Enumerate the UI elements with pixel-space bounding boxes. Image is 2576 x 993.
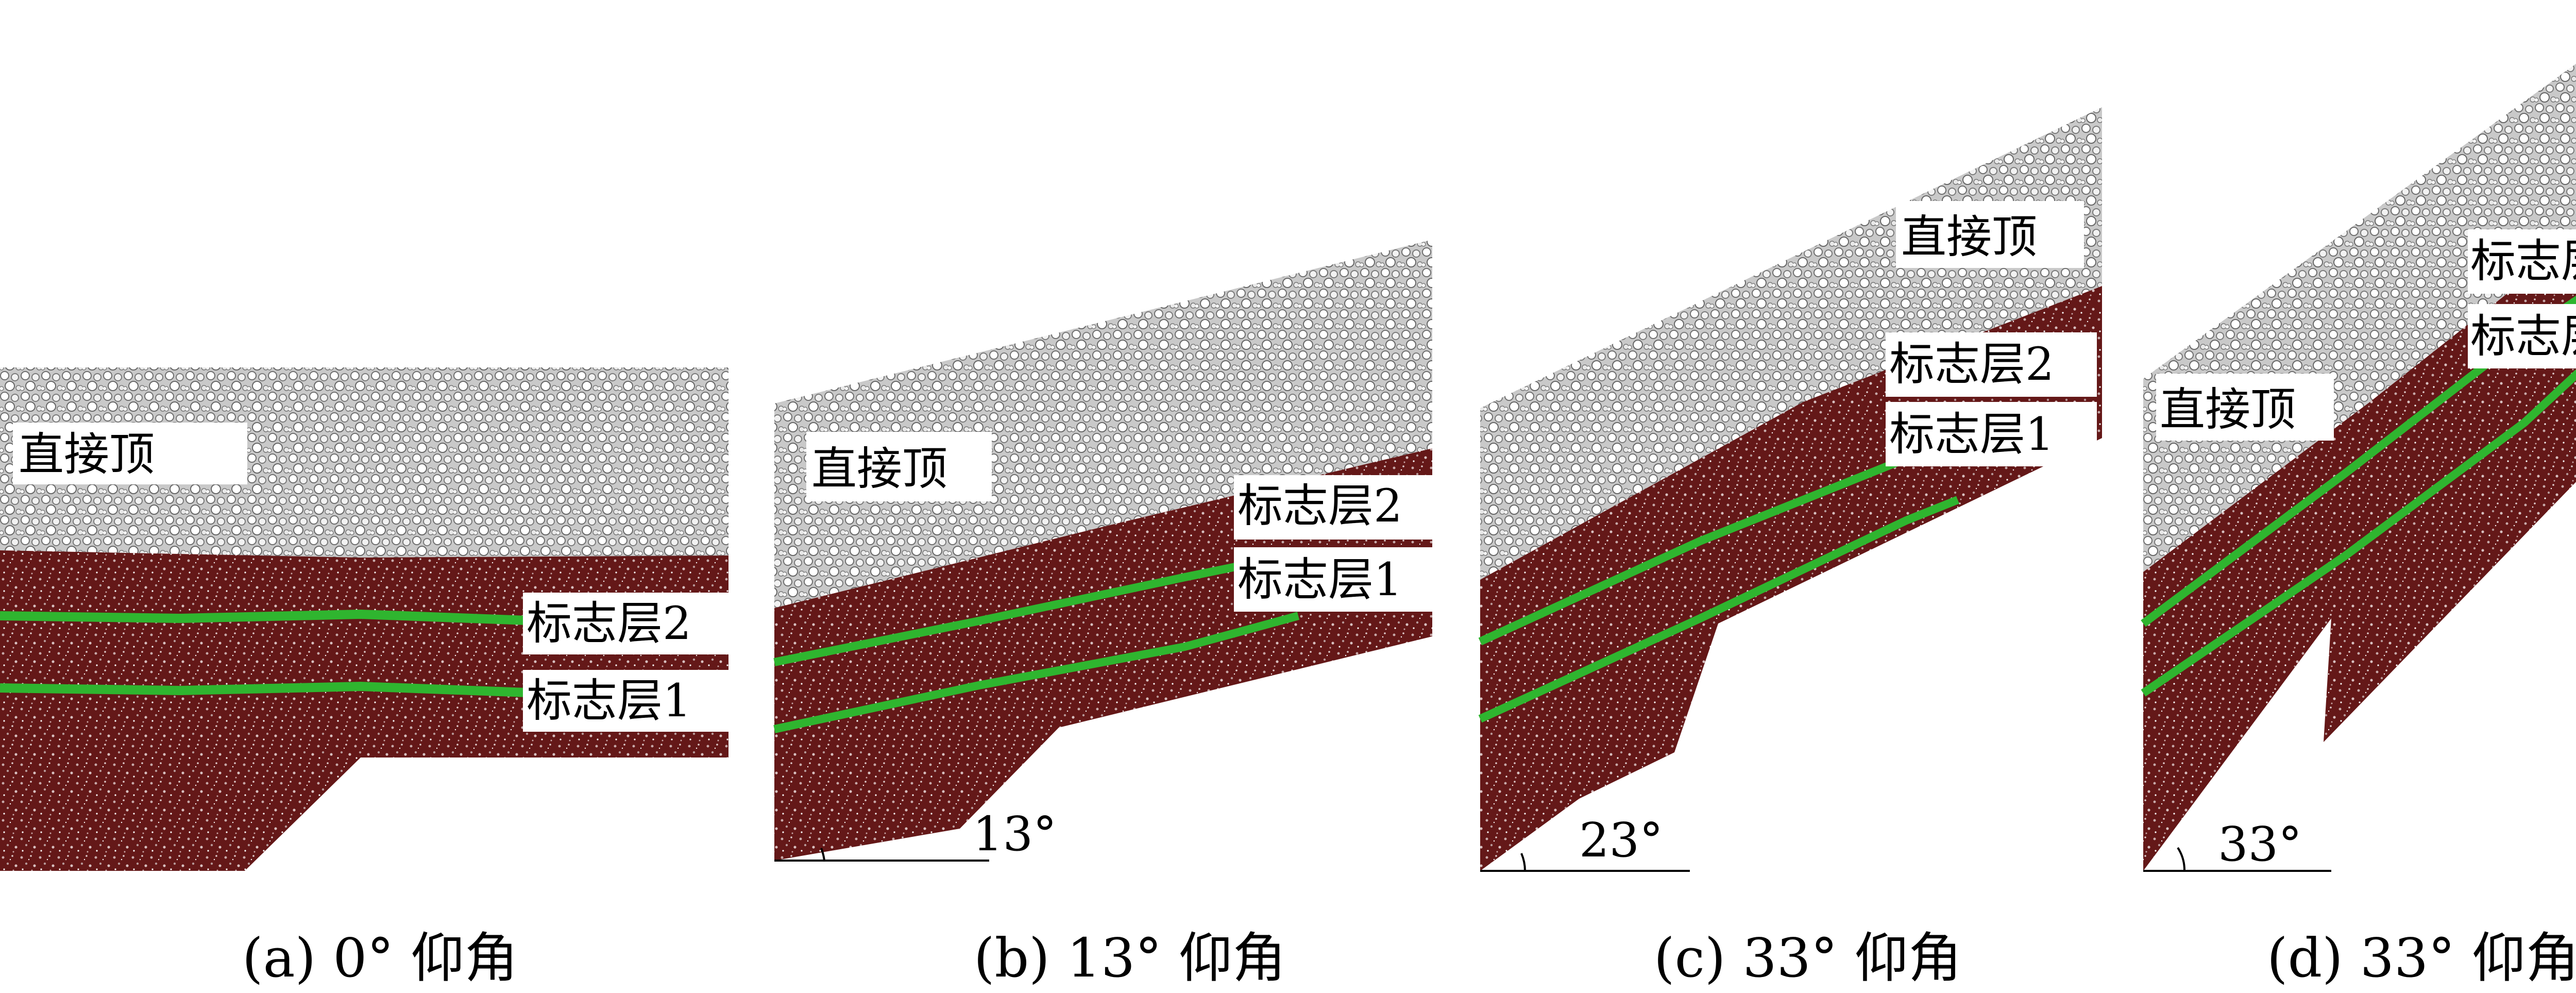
roof-label: 直接顶: [811, 442, 947, 495]
marker2-label-bg: [2468, 229, 2576, 294]
marker-layer-1: [1478, 496, 1959, 723]
roof-layer: [0, 367, 728, 558]
marker2-label: 标志层2: [1889, 338, 2054, 391]
marker1-label-bg: [2468, 304, 2576, 368]
panel-caption: (c) 33° 仰角: [1654, 927, 1962, 989]
marker2-label-bg: [523, 593, 729, 654]
marker-layer-2: [2141, 295, 2576, 627]
marker1-label: 标志层1: [527, 674, 691, 727]
panel-caption: (a) 0° 仰角: [242, 927, 518, 989]
roof-label: 直接顶: [1901, 210, 2037, 263]
marker-layer-1: [773, 612, 1300, 733]
angle-label: 13°: [973, 806, 1057, 862]
marker2-label: 标志层2: [2470, 234, 2576, 288]
roof-layer: [774, 240, 1432, 608]
panel-a: 直接顶 标志层2 标志层1 (a) 0° 仰角: [0, 367, 729, 989]
panel-b: 直接顶 标志层2 标志层1 13° (b) 13° 仰角: [773, 240, 1445, 989]
angle-arc: [2177, 847, 2186, 871]
roof-label-bg: [1896, 201, 2084, 268]
angle-label: 23°: [1579, 813, 1663, 868]
roof-layer: [2143, 63, 2576, 572]
panel-caption: (d) 33° 仰角: [2267, 927, 2576, 989]
marker1-label-bg: [523, 670, 729, 732]
panel-caption: (b) 13° 仰角: [974, 927, 1286, 989]
angle-arc: [1520, 853, 1526, 871]
marker1-label-bg: [1234, 547, 1445, 612]
marker-layer-1: [2141, 369, 2576, 697]
marker2-label-bg: [1886, 332, 2097, 397]
roof-label-bg: [2156, 374, 2334, 441]
roof-label: 直接顶: [19, 428, 155, 481]
roof-label: 直接顶: [2160, 383, 2296, 436]
marker1-label: 标志层1: [2470, 310, 2576, 363]
angle-arc: [820, 848, 825, 861]
roof-label-bg: [806, 432, 992, 501]
marker1-label-bg: [1886, 402, 2097, 466]
marker2-label-bg: [1234, 475, 1445, 540]
marker2-label: 标志层2: [1238, 479, 1402, 532]
marker2-label: 标志层2: [527, 597, 691, 650]
roof-label-bg: [13, 423, 247, 484]
panel-c: 直接顶 标志层2 标志层1 23° (c) 33° 仰角: [1478, 107, 2102, 989]
marker1-label: 标志层1: [1238, 553, 1402, 606]
angle-label: 33°: [2218, 817, 2302, 872]
coal-seam: [2143, 239, 2576, 871]
marker1-label: 标志层1: [1889, 408, 2054, 461]
panel-d: 直接顶 标志层2 标志层1 33° (d) 33° 仰角: [2141, 63, 2576, 989]
